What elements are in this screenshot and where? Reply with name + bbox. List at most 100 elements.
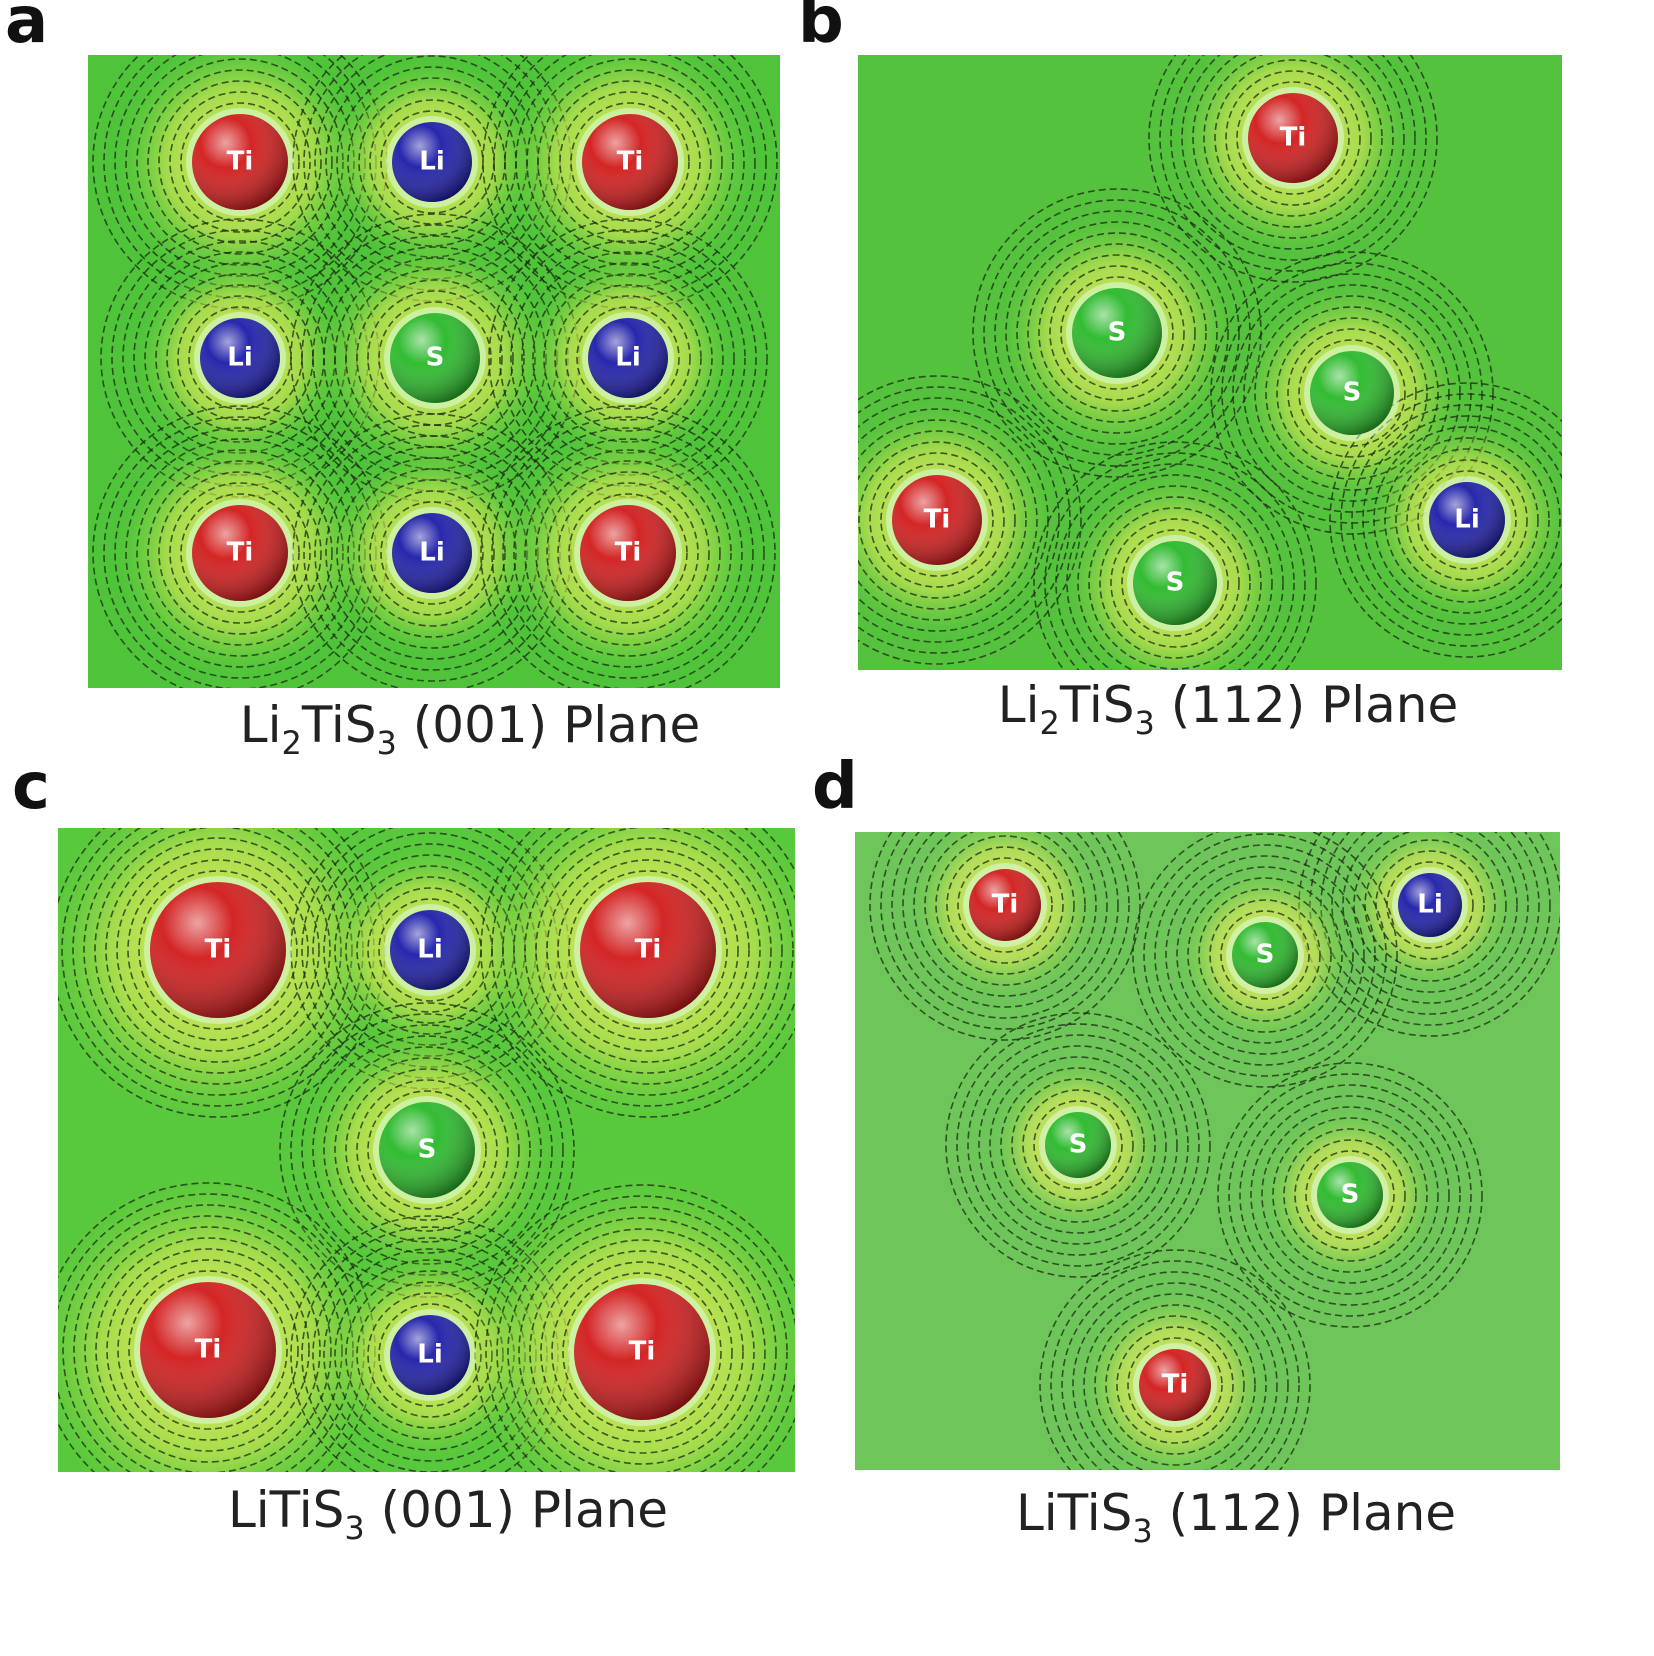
contour-line — [491, 828, 795, 1107]
atom-label: S — [1341, 1180, 1360, 1210]
contour-line — [989, 1056, 1167, 1234]
atom-shine — [1133, 541, 1217, 625]
caption-part: (112) Plane — [1155, 676, 1458, 734]
contour-line — [1176, 866, 1354, 1044]
contour-line — [945, 1012, 1211, 1278]
caption-part: 2 — [282, 724, 302, 762]
caption: Li2TiS3 (001) Plane — [240, 696, 700, 762]
atom-shine — [588, 318, 668, 398]
contour-line — [513, 828, 783, 1085]
atom-shine — [390, 313, 480, 403]
contour-line — [1143, 833, 1387, 1077]
contour-line — [380, 501, 484, 605]
contour-line — [356, 1079, 498, 1221]
contour-line — [858, 397, 1060, 643]
contour-line — [548, 80, 712, 244]
atom-label: Ti — [924, 505, 951, 535]
contour-line — [1331, 832, 1529, 1004]
contour-line — [378, 301, 492, 415]
contour-line — [1011, 1078, 1145, 1212]
contour-line — [1373, 426, 1561, 614]
contour-line — [576, 306, 680, 410]
contour-line — [526, 58, 734, 266]
contour-line — [482, 55, 778, 310]
contour-line — [546, 848, 750, 1052]
atom-label: Li — [419, 147, 444, 177]
caption-part: (001) Plane — [397, 696, 700, 754]
atom-label: Ti — [227, 147, 254, 177]
atom-label: S — [1069, 1130, 1088, 1160]
contour-line — [279, 1002, 575, 1298]
contour-line — [1060, 276, 1174, 390]
contour-line — [967, 1034, 1189, 1256]
contour-line — [1294, 1139, 1406, 1251]
contour-line — [158, 80, 322, 244]
contour-line — [1000, 1067, 1156, 1223]
atom-shine — [580, 505, 676, 601]
contour-line — [1187, 877, 1343, 1033]
contour-line — [869, 832, 1141, 1041]
caption-part: 3 — [1135, 704, 1155, 742]
panel: Ti Li S S S Ti d LiTiS3 (112) Plane — [812, 750, 1560, 1550]
atom-shine — [192, 114, 288, 210]
atom-shine — [1072, 288, 1162, 378]
atom-shine — [580, 882, 716, 1018]
contour-line — [488, 218, 768, 498]
contour-line — [1170, 55, 1416, 261]
contour-line — [1061, 1271, 1289, 1470]
contour-line — [565, 295, 691, 421]
contour-line — [902, 832, 1108, 1008]
atom-label: Li — [1417, 890, 1442, 920]
contour-line — [106, 1248, 310, 1452]
contour-line — [1181, 55, 1405, 250]
contour-line — [117, 1259, 299, 1441]
panel-label: a — [5, 0, 48, 58]
contour-line — [1039, 1249, 1311, 1470]
panel-label: c — [12, 750, 50, 824]
contour-line — [535, 837, 761, 1063]
contour-line — [935, 835, 1075, 975]
contours — [58, 828, 795, 1472]
atom-label: Li — [417, 935, 442, 965]
atom-shine — [1045, 1112, 1111, 1178]
contour-line — [513, 438, 743, 668]
caption-part: (001) Plane — [365, 1481, 668, 1539]
caption-part: Li — [998, 676, 1040, 734]
contour-line — [524, 449, 732, 657]
contour-line — [1127, 1337, 1223, 1433]
contour-line — [535, 460, 721, 646]
contour-line — [510, 240, 746, 476]
contour-line — [1276, 317, 1428, 469]
contour-line — [301, 1024, 553, 1276]
atom-shine — [1139, 1349, 1211, 1421]
atom-label: Ti — [629, 1337, 656, 1367]
contour-line — [924, 832, 1086, 986]
contour-line — [345, 1068, 509, 1232]
contour-line — [169, 482, 311, 624]
contour-line — [1239, 1084, 1461, 1306]
atom-label: S — [1166, 568, 1185, 598]
contour-line — [957, 857, 1053, 953]
contour-line — [1033, 1100, 1123, 1190]
atom-label: Ti — [615, 538, 642, 568]
contour-line — [1198, 888, 1332, 1022]
panel-label: b — [798, 0, 844, 58]
contour-line — [1342, 832, 1518, 993]
contour-line — [485, 1195, 795, 1472]
contour-line — [169, 91, 311, 233]
contour-line — [1351, 404, 1562, 636]
contour-line — [880, 832, 1130, 1030]
contour-line — [1261, 1106, 1439, 1284]
contour-line — [524, 828, 772, 1074]
contour-line — [1121, 529, 1229, 637]
contour-line — [1027, 243, 1207, 423]
caption-part: Li — [240, 696, 282, 754]
contour-line — [956, 1023, 1200, 1267]
contour-line — [1362, 415, 1562, 625]
contour-line — [1236, 81, 1350, 195]
contour-line — [1406, 459, 1528, 581]
contour-line — [913, 832, 1097, 997]
contour-line — [1132, 832, 1398, 1088]
contour-line — [858, 375, 1082, 665]
